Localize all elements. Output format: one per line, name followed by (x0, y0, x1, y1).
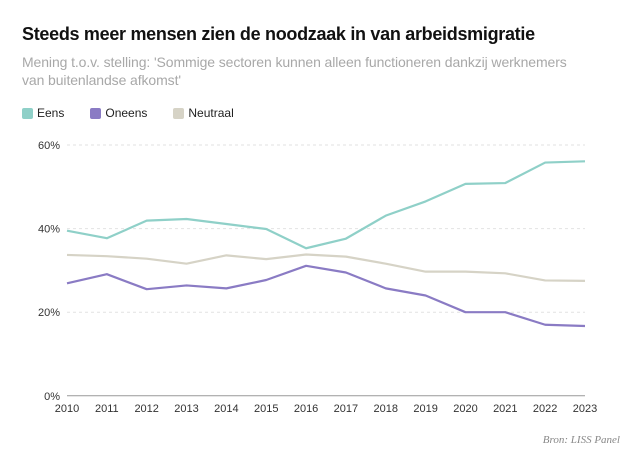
x-tick-label: 2019 (413, 403, 437, 415)
x-tick-label: 2018 (374, 403, 398, 415)
y-tick-label: 40% (38, 224, 60, 236)
series-line-oneens (66, 264, 586, 328)
x-tick-label: 2011 (95, 403, 119, 415)
legend-label: Eens (37, 106, 65, 120)
y-tick-label: 60% (38, 140, 60, 152)
source-note: Bron: LISS Panel (542, 434, 620, 446)
x-tick-label: 2021 (493, 403, 517, 415)
legend-swatch (90, 107, 102, 119)
x-tick-label: 2012 (134, 403, 158, 415)
x-tick-label: 2010 (55, 403, 79, 415)
legend: Eens Oneens Neutraal (22, 106, 234, 120)
x-tick-label: 2013 (174, 403, 198, 415)
chart-subtitle: Mening t.o.v. stelling: 'Sommige sectore… (22, 54, 567, 88)
x-tick-label: 2020 (453, 403, 477, 415)
x-tick-label: 2017 (334, 403, 358, 415)
legend-label: Neutraal (188, 106, 234, 120)
legend-swatch (22, 107, 33, 119)
legend-swatch (173, 107, 185, 119)
chart-title: Steeds meer mensen zien de noodzaak in v… (22, 24, 535, 44)
series-line-neutraal (66, 253, 586, 282)
y-tick-label: 20% (38, 307, 60, 319)
series-line-eens (66, 160, 586, 250)
x-tick-label: 2022 (533, 403, 557, 415)
x-tick-label: 2014 (214, 403, 238, 415)
legend-item-neutraal: Neutraal (173, 106, 234, 120)
x-tick-label: 2016 (294, 403, 318, 415)
y-tick-label: 0% (44, 391, 60, 403)
legend-label: Oneens (105, 106, 148, 120)
x-tick-label: 2015 (254, 403, 278, 415)
legend-item-eens: Eens (22, 106, 64, 120)
legend-item-oneens: Oneens (90, 106, 147, 120)
x-tick-label: 2023 (573, 403, 597, 415)
